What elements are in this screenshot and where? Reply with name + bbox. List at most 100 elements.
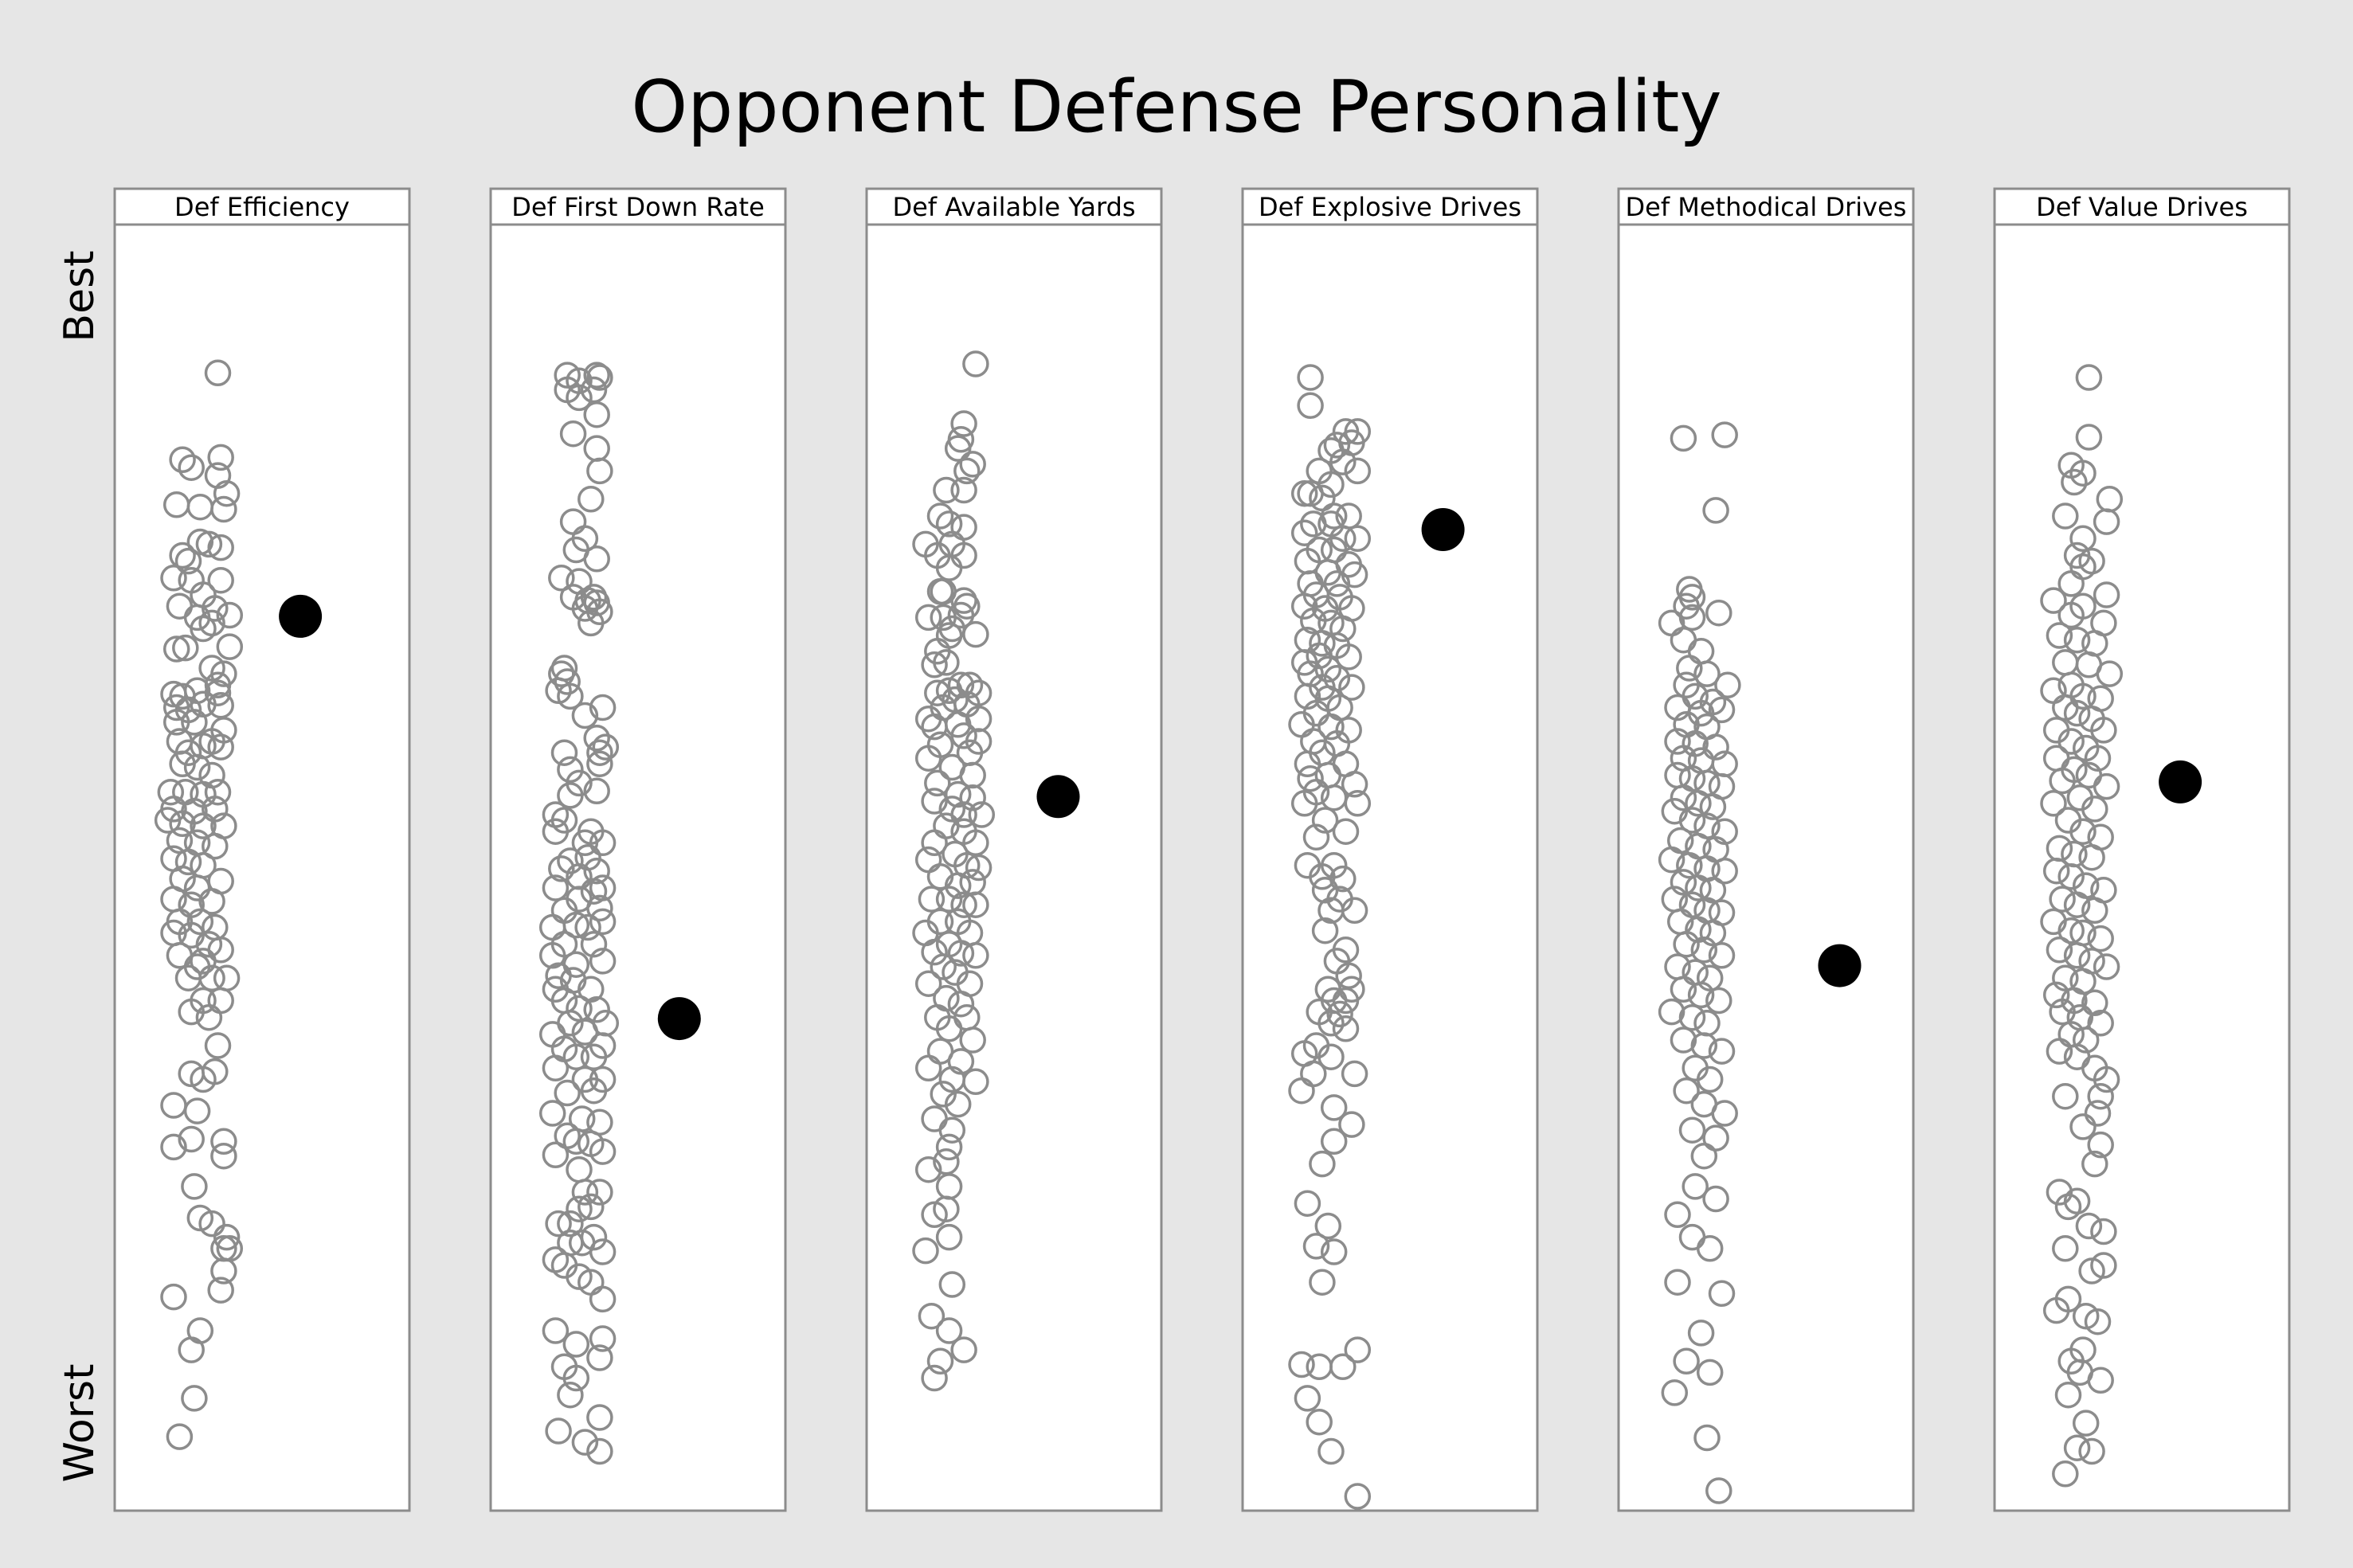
data-point [2052,1235,2079,1262]
data-point [1699,919,1727,947]
data-point [169,750,196,778]
data-point [583,725,610,752]
data-point [583,545,610,573]
data-point [2093,953,2120,980]
panel-def-value-drives: Def Value Drives [1993,187,2291,1512]
data-point [589,1138,617,1165]
data-point [207,444,234,471]
panel-label: Def Available Yards [892,192,1135,222]
data-point [542,874,570,901]
data-point [1708,1038,1736,1065]
data-point [1311,807,1339,834]
data-point [204,778,232,806]
highlight-point [2159,760,2202,804]
data-point [2063,942,2091,969]
data-point [190,948,217,975]
panel-plot-area [1993,223,2291,1512]
data-point [944,1090,972,1118]
data-point [1678,1003,1706,1031]
panel-def-first-down-rate: Def First Down Rate [489,187,787,1512]
data-point [198,1210,225,1238]
data-point [566,1263,593,1290]
panel-plot-area [865,223,1163,1512]
data-point [1323,570,1351,597]
data-point [562,1364,590,1392]
data-point [1690,936,1718,964]
data-point [1311,917,1339,944]
data-point [2090,717,2117,744]
data-point [2063,626,2091,654]
data-point [2078,843,2105,871]
data-point [2072,1302,2100,1330]
data-point [944,780,972,808]
data-point [962,891,989,918]
data-point [2084,745,2112,772]
data-point [914,745,942,772]
data-point [583,401,610,428]
data-point [157,778,185,806]
data-point [207,566,234,594]
data-point [580,1043,608,1070]
data-point [1693,660,1721,687]
data-point [950,476,977,504]
data-point [2081,796,2108,823]
data-point [921,1201,948,1229]
data-point [1678,1116,1706,1144]
data-point [1670,424,1697,452]
data-point [2078,1437,2105,1465]
data-point [566,1195,593,1222]
data-point [554,1079,581,1107]
data-point [1693,1424,1721,1452]
data-point [959,451,986,478]
data-point [1309,630,1336,657]
data-point [1300,510,1327,538]
data-point [2054,1193,2082,1221]
data-point [1708,942,1736,969]
data-point [1302,823,1330,851]
data-point [204,671,232,699]
data-point [198,888,225,915]
data-point [571,1429,599,1456]
data-point [571,829,599,857]
data-point [953,457,981,485]
data-point [1711,857,1738,885]
data-point [2042,981,2070,1009]
data-point [1326,1000,1353,1028]
highlight-point [1818,944,1862,987]
data-point [921,938,948,966]
data-point [2049,886,2076,913]
data-point [2052,502,2079,530]
data-point [930,1081,957,1108]
data-point [2040,587,2067,614]
data-point [154,807,182,834]
data-point [1658,846,1685,874]
data-point [914,970,942,997]
data-point [586,1404,613,1431]
data-point [1690,1142,1718,1170]
data-point [1702,733,1729,761]
data-point [938,796,966,823]
data-point [542,1317,570,1344]
data-point [921,829,948,857]
data-point [2054,1381,2082,1409]
data-point [1317,1043,1345,1070]
data-point [554,362,581,389]
data-point [1705,987,1732,1015]
data-point [2075,1212,2103,1240]
data-point [542,1054,570,1082]
data-point [169,542,196,569]
data-point [2075,424,2103,451]
data-point [956,671,984,699]
data-point [174,848,202,876]
data-point [545,677,572,705]
data-point [947,601,975,629]
data-point [921,1364,948,1392]
data-point [583,857,610,885]
data-point [950,722,977,749]
data-point [178,998,205,1026]
data-point [1294,682,1321,710]
data-point [586,1179,613,1206]
data-point [589,1325,617,1352]
panel-plot-area [489,223,787,1512]
data-point [933,649,960,676]
